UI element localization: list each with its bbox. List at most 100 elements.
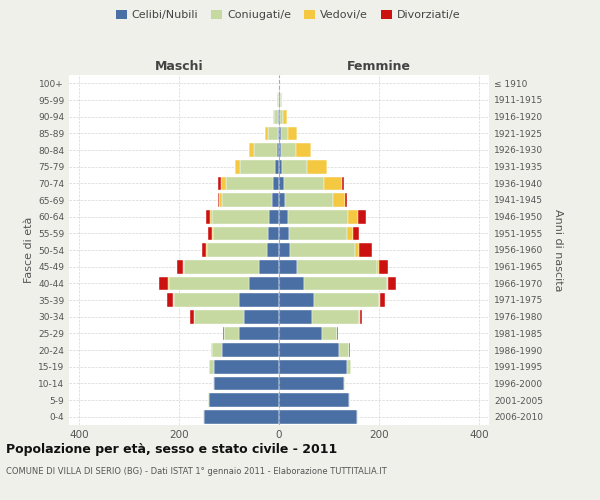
Bar <box>254 143 277 157</box>
Bar <box>386 276 388 290</box>
Bar <box>322 326 337 340</box>
Bar <box>267 243 279 257</box>
Bar <box>279 260 296 274</box>
Bar <box>209 393 279 407</box>
Bar <box>279 210 288 224</box>
Bar <box>183 260 184 274</box>
Bar <box>239 326 279 340</box>
Bar <box>208 393 209 407</box>
Bar <box>212 343 221 357</box>
Bar <box>285 193 332 207</box>
Bar <box>279 110 280 124</box>
Bar <box>356 410 358 424</box>
Bar <box>278 110 279 124</box>
Bar <box>279 343 339 357</box>
Bar <box>280 93 281 107</box>
Bar <box>272 110 274 124</box>
Bar <box>167 293 173 307</box>
Bar <box>355 243 359 257</box>
Bar <box>358 210 365 224</box>
Bar <box>279 326 322 340</box>
Bar <box>184 260 259 274</box>
Bar <box>296 143 311 157</box>
Text: COMUNE DI VILLA DI SERIO (BG) - Dati ISTAT 1° gennaio 2011 - Elaborazione TUTTIT: COMUNE DI VILLA DI SERIO (BG) - Dati IST… <box>6 468 387 476</box>
Bar <box>213 226 268 240</box>
Bar <box>279 226 289 240</box>
Bar <box>279 293 314 307</box>
Bar <box>359 310 362 324</box>
Bar <box>221 176 226 190</box>
Text: Popolazione per età, sesso e stato civile - 2011: Popolazione per età, sesso e stato civil… <box>6 442 337 456</box>
Bar <box>279 176 284 190</box>
Bar <box>289 226 347 240</box>
Bar <box>269 210 279 224</box>
Bar <box>240 160 275 173</box>
Bar <box>284 176 324 190</box>
Bar <box>224 326 239 340</box>
Bar <box>214 360 279 374</box>
Bar <box>277 93 278 107</box>
Bar <box>206 243 207 257</box>
Y-axis label: Fasce di età: Fasce di età <box>24 217 34 283</box>
Bar <box>279 126 281 140</box>
Bar <box>348 210 358 224</box>
Bar <box>219 193 221 207</box>
Bar <box>277 143 279 157</box>
Bar <box>279 310 311 324</box>
Bar <box>307 160 326 173</box>
Bar <box>341 176 344 190</box>
Bar <box>279 376 344 390</box>
Bar <box>212 210 269 224</box>
Bar <box>213 376 214 390</box>
Bar <box>275 160 279 173</box>
Bar <box>279 410 356 424</box>
Bar <box>268 226 279 240</box>
Bar <box>279 193 285 207</box>
Bar <box>324 176 341 190</box>
Bar <box>274 110 278 124</box>
Bar <box>314 293 379 307</box>
Bar <box>277 126 279 140</box>
Bar <box>281 143 296 157</box>
Bar <box>344 376 345 390</box>
Bar <box>345 193 347 207</box>
Bar <box>347 226 353 240</box>
Bar <box>194 310 244 324</box>
Text: Femmine: Femmine <box>347 60 411 72</box>
Bar <box>337 326 338 340</box>
Bar <box>304 276 386 290</box>
Bar <box>268 126 277 140</box>
Bar <box>353 226 359 240</box>
Bar <box>204 410 279 424</box>
Y-axis label: Anni di nascita: Anni di nascita <box>553 208 563 291</box>
Bar <box>210 210 212 224</box>
Bar <box>159 276 168 290</box>
Bar <box>279 393 349 407</box>
Bar <box>206 210 210 224</box>
Bar <box>177 260 183 274</box>
Bar <box>249 276 279 290</box>
Bar <box>349 393 350 407</box>
Bar <box>279 360 347 374</box>
Bar <box>174 293 239 307</box>
Bar <box>388 276 395 290</box>
Bar <box>379 260 388 274</box>
Bar <box>169 276 249 290</box>
Bar <box>311 310 359 324</box>
Bar <box>271 193 279 207</box>
Bar <box>332 193 345 207</box>
Bar <box>207 243 267 257</box>
Bar <box>209 360 214 374</box>
Bar <box>212 226 213 240</box>
Bar <box>190 310 193 324</box>
Bar <box>279 276 304 290</box>
Bar <box>226 176 273 190</box>
Bar <box>288 210 348 224</box>
Bar <box>339 343 349 357</box>
Bar <box>173 293 174 307</box>
Bar <box>377 260 379 274</box>
Bar <box>221 193 271 207</box>
Bar <box>221 343 279 357</box>
Bar <box>279 243 290 257</box>
Bar <box>235 160 240 173</box>
